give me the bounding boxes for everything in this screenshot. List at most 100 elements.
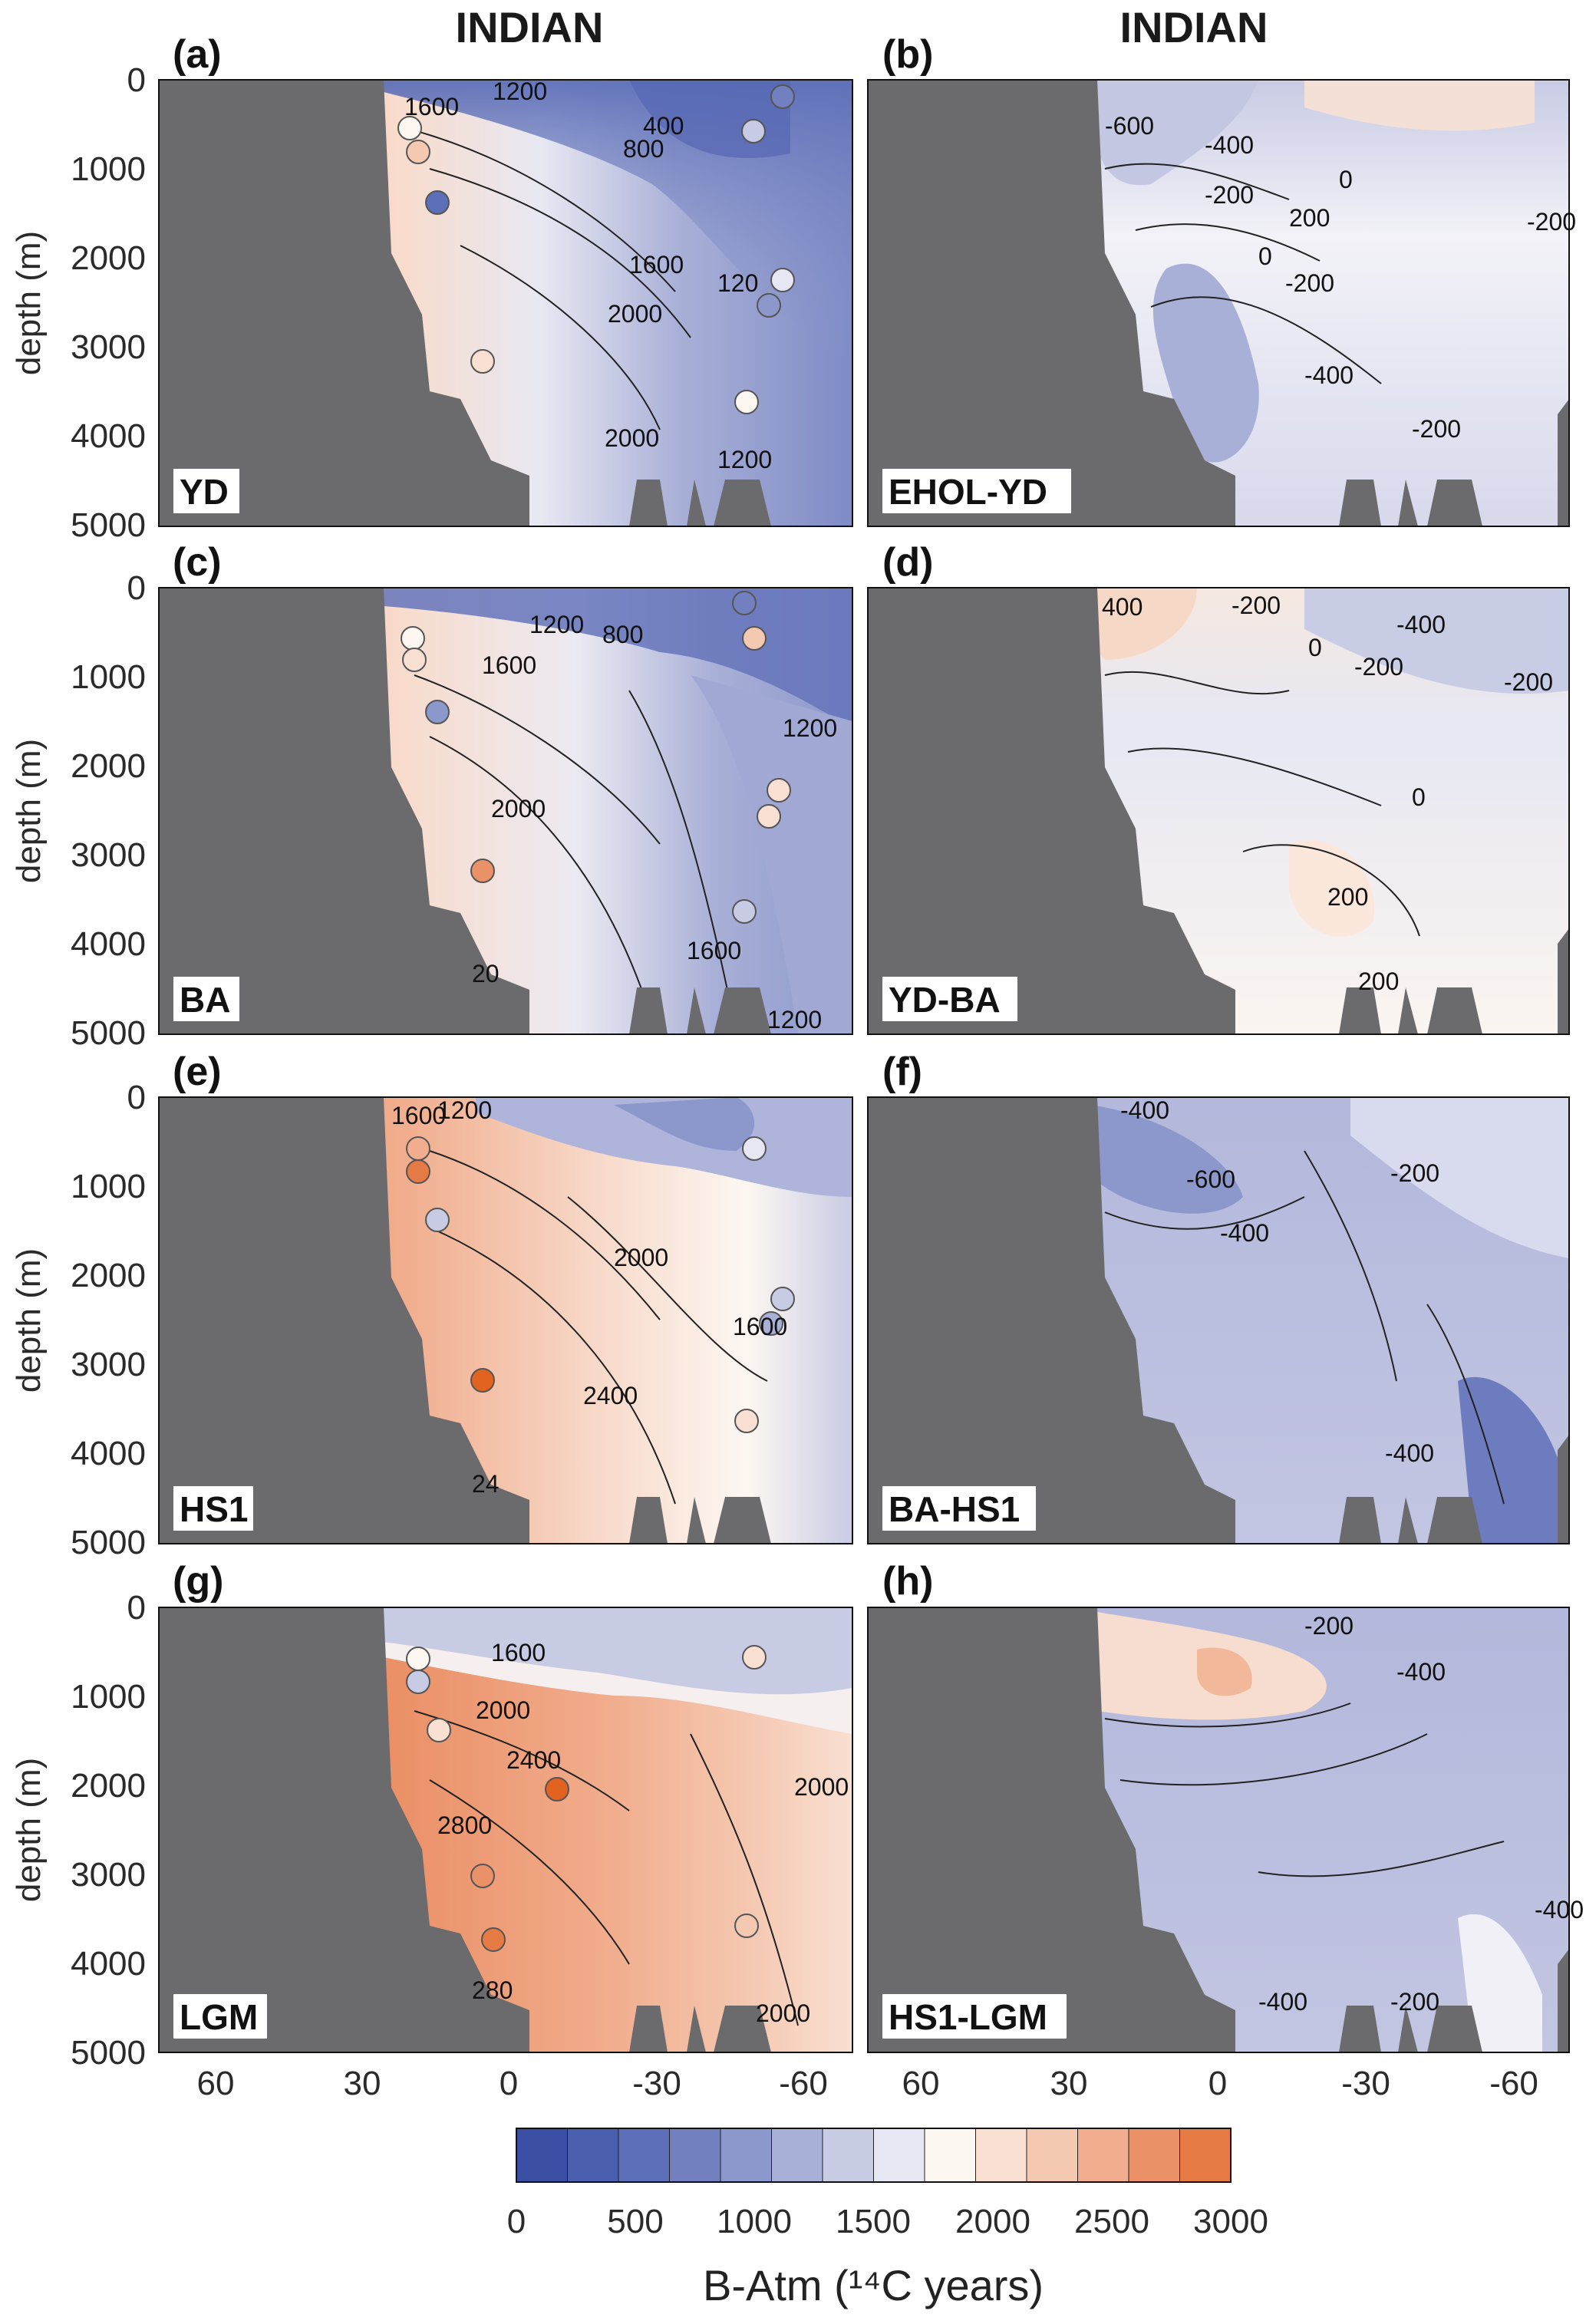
panel-letters: (a) (b) (c) (d) (e) (f) (g) (h) [173,32,933,1604]
panel-g [158,1607,853,2053]
y-tick: 4000 [71,1435,146,1472]
contour-label: -400 [1396,611,1446,638]
panel-name-boxes: YD EHOL-YD BA YD-BA HS1 BA-HS1 LGM HS1-L… [173,469,1071,2039]
colorbar-cell [1128,2128,1181,2183]
contour-label: 1200 [529,611,584,638]
panel-e [158,1096,853,1544]
x-tick: 0 [500,2065,518,2102]
colorbar-cell [516,2128,569,2183]
panel-b-contour-labels: -600 -400 -200 0 200 0 -200 -400 -200 -2… [1105,112,1576,443]
contour-label: 0 [1258,242,1272,270]
x-tick: -30 [1341,2065,1390,2102]
y-tick: 3000 [71,836,146,874]
y-tick: 5000 [71,506,146,544]
contour-label: 800 [623,135,664,163]
y-tick: 2000 [71,1767,146,1805]
contour-label: 0 [1308,634,1322,661]
y-axis-label: depth (m) [10,231,48,375]
y-tick: 1000 [71,1168,146,1205]
contour-label: 2000 [614,1244,668,1271]
contour-label: 2400 [583,1382,638,1409]
colorbar-tick: 1000 [717,2203,792,2240]
contour-label: 1200 [493,77,547,105]
contour-label: 1600 [687,937,741,964]
y-tick: 1000 [71,658,146,696]
contour-label: -400 [1205,131,1254,159]
x-tick: 30 [1050,2065,1088,2102]
panel-letter: (b) [882,32,933,77]
colorbar-cell [924,2128,977,2183]
y-tick: 1000 [71,150,146,188]
column-title-right: INDIAN [1120,3,1268,51]
panel-letter: (g) [173,1559,223,1604]
contour-label: -400 [1385,1439,1434,1467]
contour-label: 120 [717,269,758,297]
panel-name: HS1 [180,1489,248,1529]
y-tick: 3000 [71,328,146,366]
y-tick: 5000 [71,1014,146,1052]
contour-label: 200 [1289,204,1330,232]
contour-label: -400 [1258,1988,1307,2016]
contour-label: 2400 [506,1746,561,1774]
x-axis-right: 60 30 0 -30 -60 [902,2065,1538,2102]
x-tick: -60 [1489,2065,1538,2102]
panel-a-contour-labels: 1200 1600 400 800 1600 2000 2000 120 120… [404,77,772,473]
colorbar-tick: 1500 [836,2203,911,2240]
x-tick: 30 [344,2065,381,2102]
colorbar-cells [516,2128,1232,2183]
contour-label: 400 [1102,593,1143,621]
contour-label: 2000 [491,795,546,822]
y-tick: 4000 [71,1945,146,1983]
panel-name: BA [180,980,230,1020]
colorbar-tick: 500 [607,2203,663,2240]
y-tick: 0 [127,61,146,99]
y-tick: 4000 [71,417,146,455]
column-title-left: INDIAN [456,3,604,51]
y-tick: 3000 [71,1346,146,1383]
panel-g-contour-labels: 1600 2000 2400 2800 2000 2000 280 [437,1639,849,2027]
contour-label: 800 [602,621,643,648]
x-tick: -60 [779,2065,828,2102]
colorbar-cell [822,2128,875,2183]
contour-label: -200 [1390,1988,1439,2016]
colorbar-cell [567,2128,619,2183]
contour-label: 1600 [482,651,536,679]
contour-label: -400 [1120,1096,1169,1124]
contour-label: 1200 [717,446,772,473]
contour-label: 2000 [476,1696,530,1724]
contour-label: 1600 [491,1639,546,1666]
panel-e-contour-labels: 1600 1200 2000 1600 2400 24 [391,1096,787,1498]
y-tick: 1000 [71,1678,146,1716]
contour-label: -200 [1390,1159,1439,1187]
contour-label: 1600 [391,1102,446,1129]
contour-label: -600 [1105,112,1154,140]
panel-f [867,1096,1570,1544]
panel-d-contour-labels: 400 -200 0 -200 -400 -200 0 200 200 [1102,592,1553,995]
contour-label: 200 [1358,968,1399,995]
panel-name: BA-HS1 [889,1489,1020,1529]
contour-label: 0 [1339,166,1353,193]
contour-label: -400 [1535,1896,1584,1923]
y-tick: 0 [127,1589,146,1627]
contour-label: 1600 [733,1313,787,1340]
contour-label: 1200 [767,1006,822,1033]
panel-h-contour-labels: -200 -400 -400 -200 -400 [1258,1612,1584,2016]
y-tick: 3000 [71,1856,146,1894]
contour-label: 1200 [437,1096,492,1124]
x-tick: 60 [902,2065,940,2102]
contour-label: 200 [1327,883,1368,911]
colorbar-cell [1077,2128,1129,2183]
panel-f-contour-labels: -400 -600 -400 -200 -400 [1120,1096,1439,1467]
y-axes: 0 1000 2000 3000 4000 5000 depth (m) 0 1… [10,61,146,2072]
panel-name: YD [180,472,229,512]
colorbar-cell [618,2128,671,2183]
y-tick: 4000 [71,925,146,963]
contour-label: 2000 [794,1773,849,1801]
y-tick: 0 [127,569,146,607]
contour-label: 1600 [404,93,459,120]
contour-label: -200 [1412,415,1461,443]
contour-label: 2000 [756,1999,810,2027]
contour-label: 2000 [608,300,662,328]
contour-label: -200 [1205,181,1254,209]
